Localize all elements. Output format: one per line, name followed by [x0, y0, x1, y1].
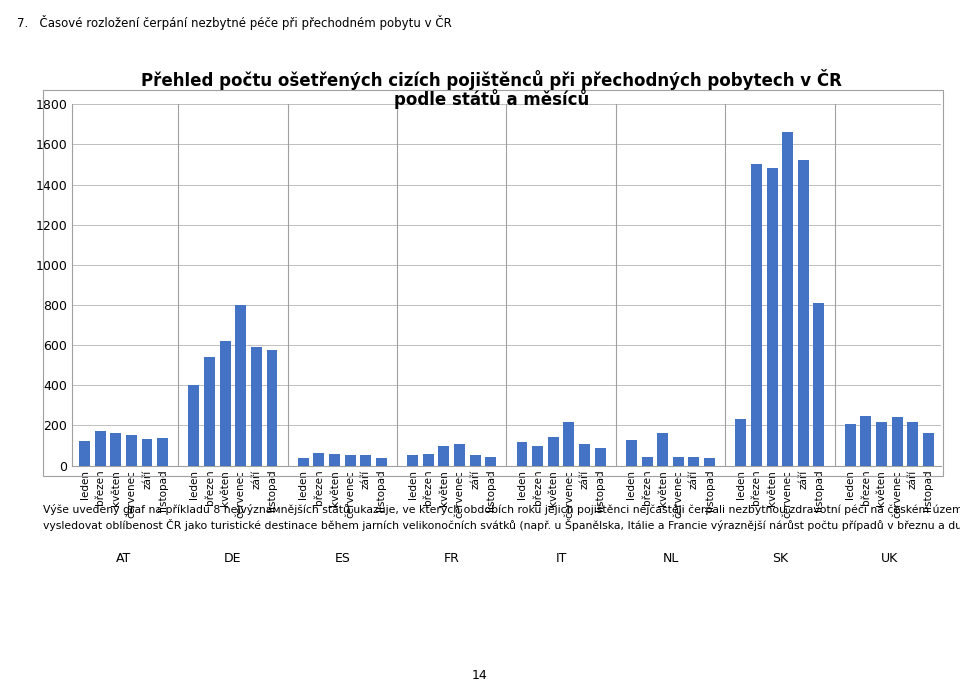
Bar	[267, 350, 277, 466]
Text: IT: IT	[556, 552, 566, 565]
Bar	[95, 430, 106, 466]
Bar	[532, 445, 543, 466]
Bar	[641, 457, 653, 466]
Bar	[141, 439, 153, 466]
Bar	[594, 448, 606, 466]
Bar	[626, 439, 636, 466]
Bar	[422, 454, 434, 466]
Bar	[486, 457, 496, 466]
Text: NL: NL	[662, 552, 679, 565]
Bar	[360, 455, 372, 466]
Text: ES: ES	[334, 552, 350, 565]
Text: 7.   Časové rozložení čerpání nezbytné péče při přechodném pobytu v ČR: 7. Časové rozložení čerpání nezbytné péč…	[17, 15, 452, 31]
Bar	[345, 455, 355, 466]
Bar	[735, 420, 746, 466]
Bar	[548, 436, 559, 466]
Bar	[923, 432, 934, 466]
Bar	[469, 455, 481, 466]
Bar	[439, 445, 449, 466]
Text: Přehled počtu ošetřených cizích pojištěnců při přechodných pobytech v ČR: Přehled počtu ošetřených cizích pojištěn…	[141, 70, 842, 90]
Bar	[329, 454, 340, 466]
Bar	[782, 132, 793, 466]
Text: DE: DE	[225, 552, 242, 565]
Bar	[407, 455, 419, 466]
Bar	[454, 443, 465, 466]
Bar	[751, 165, 762, 466]
Bar	[313, 452, 324, 466]
Text: AT: AT	[116, 552, 132, 565]
Bar	[658, 432, 668, 466]
Text: podle států a měsíců: podle států a měsíců	[394, 90, 589, 109]
Text: Výše uvedený graf na příkladu 8 nejvýznамnějších států ukazuje, ve kterých obdob: Výše uvedený graf na příkladu 8 nejvýznа…	[43, 504, 960, 532]
Bar	[892, 418, 902, 466]
Bar	[907, 423, 918, 466]
Bar	[564, 423, 574, 466]
Bar	[579, 443, 590, 466]
Bar	[251, 348, 262, 466]
Bar	[126, 434, 137, 466]
Bar	[235, 305, 246, 466]
Bar	[860, 416, 872, 466]
Bar	[298, 457, 309, 466]
Bar	[220, 341, 230, 466]
Bar	[673, 457, 684, 466]
Bar	[704, 457, 715, 466]
Bar	[516, 441, 527, 466]
Text: UK: UK	[880, 552, 898, 565]
Text: FR: FR	[444, 552, 460, 565]
Bar	[798, 161, 808, 466]
Bar	[376, 457, 387, 466]
Text: 14: 14	[472, 669, 488, 682]
Bar	[876, 423, 887, 466]
Text: SK: SK	[772, 552, 788, 565]
Bar	[110, 432, 121, 466]
Bar	[157, 438, 168, 466]
Bar	[845, 425, 855, 466]
Bar	[767, 168, 778, 466]
Bar	[79, 441, 90, 466]
Bar	[688, 457, 700, 466]
Bar	[188, 385, 200, 466]
Bar	[204, 357, 215, 466]
Bar	[813, 303, 825, 466]
